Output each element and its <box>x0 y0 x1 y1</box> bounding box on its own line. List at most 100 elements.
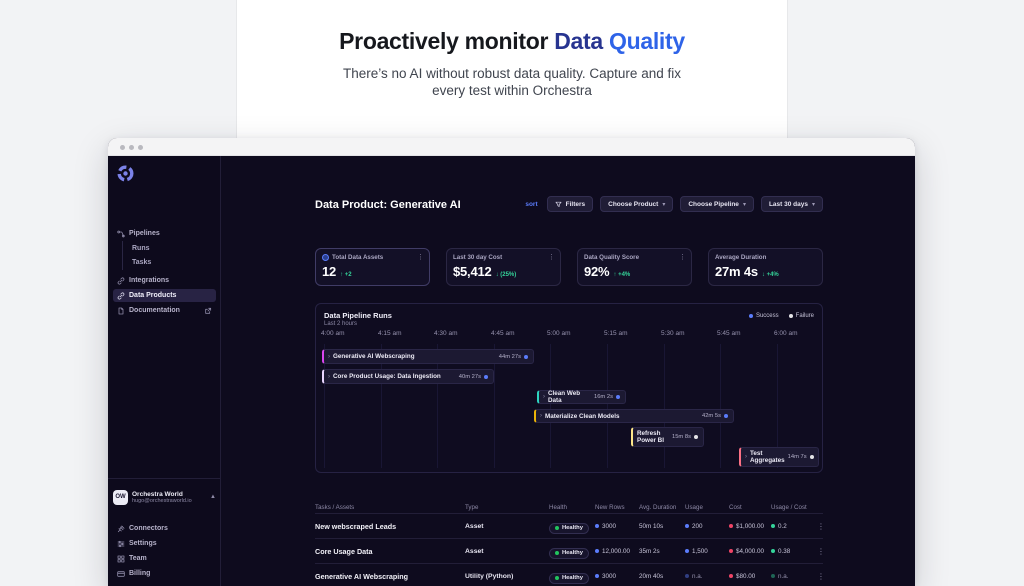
chart-title: Data Pipeline Runs <box>324 311 392 320</box>
grid-icon <box>117 555 125 562</box>
window-control-dot[interactable] <box>120 145 125 150</box>
status-dot-icon <box>809 455 814 459</box>
healthy-dot-icon <box>555 526 559 530</box>
kpi-delta: ↑ +2 <box>340 272 352 278</box>
sidebar-item-label: Data Products <box>129 292 177 299</box>
kebab-icon[interactable]: ⋮ <box>817 546 825 556</box>
kebab-icon[interactable]: ⋮ <box>417 254 424 261</box>
table-row[interactable]: Core Usage Data Asset Healthy 12,000.00 … <box>315 538 825 563</box>
kpi-value: 92% <box>584 264 610 279</box>
kpi-value: 27m 4s <box>715 264 758 279</box>
choose-product-dropdown[interactable]: Choose Product ▾ <box>600 196 674 212</box>
sidebar-item-integrations[interactable]: Integrations <box>113 274 216 287</box>
sidebar-item-pipelines[interactable]: Pipelines <box>113 227 216 240</box>
metric-dot-icon <box>595 549 599 553</box>
sidebar-item-settings[interactable]: Settings <box>113 537 216 550</box>
choose-pipeline-dropdown[interactable]: Choose Pipeline ▾ <box>680 196 754 212</box>
x-tick: 5:00 am <box>547 330 571 337</box>
sidebar-item-runs[interactable]: Runs <box>132 244 150 252</box>
sort-link[interactable]: sort <box>525 200 538 208</box>
page-subtitle: There’s no AI without robust data qualit… <box>343 66 681 98</box>
hero-section: Proactively monitor Data Quality There’s… <box>0 28 1024 99</box>
x-tick: 4:15 am <box>378 330 402 337</box>
kpi-delta: ↑ +4% <box>613 272 631 278</box>
metric-dot-icon <box>685 524 689 528</box>
sidebar-item-team[interactable]: Team <box>113 552 216 565</box>
sidebar-item-label: Team <box>129 555 147 562</box>
metric-dot-icon <box>595 524 599 528</box>
legend-success: Success <box>748 313 779 319</box>
gantt-bar-test-aggregates[interactable]: › Test Aggregates 14m 7s <box>739 447 819 467</box>
sidebar-item-billing[interactable]: Billing <box>113 567 216 580</box>
healthy-dot-icon <box>555 551 559 555</box>
filter-icon <box>555 201 562 207</box>
chevron-right-icon: › <box>745 454 747 460</box>
title-accent-quality: Quality <box>609 28 685 54</box>
health-badge: Healthy <box>549 522 589 534</box>
table-header: Tasks / Assets Type Health New Rows Avg.… <box>315 503 807 511</box>
sidebar-item-data-products[interactable]: Data Products <box>113 289 216 302</box>
chart-legend: Success Failure <box>748 313 814 319</box>
health-badge: Healthy <box>549 547 589 559</box>
x-tick: 4:45 am <box>491 330 515 337</box>
metric-dot-icon <box>729 574 733 578</box>
legend-failure: Failure <box>788 313 814 319</box>
x-tick: 5:30 am <box>661 330 685 337</box>
gridline <box>381 344 382 468</box>
kebab-icon[interactable]: ⋮ <box>817 571 825 581</box>
sidebar-item-documentation[interactable]: Documentation <box>113 304 216 317</box>
kebab-icon[interactable]: ⋮ <box>817 521 825 531</box>
gridline <box>777 344 778 468</box>
sliders-icon <box>117 540 125 547</box>
page-heading: Data Product: Generative AI <box>315 199 461 211</box>
filters-button[interactable]: Filters <box>546 196 594 212</box>
table-row[interactable]: New webscraped Leads Asset Healthy 3000 … <box>315 513 825 538</box>
status-dot-icon <box>524 354 528 359</box>
branch-icon <box>117 230 125 237</box>
page-title: Proactively monitor Data Quality <box>0 28 1024 55</box>
gantt-bar-core-product-usage[interactable]: › Core Product Usage: Data Ingestion 40m… <box>322 369 494 384</box>
metric-dot-icon <box>771 549 775 553</box>
sidebar-item-label: Integrations <box>129 277 170 284</box>
link-icon <box>117 276 125 285</box>
sidebar-item-connectors[interactable]: Connectors <box>113 522 216 535</box>
gridline <box>720 344 721 468</box>
gridline <box>437 344 438 468</box>
kebab-icon[interactable]: ⋮ <box>679 254 686 261</box>
healthy-dot-icon <box>555 576 559 580</box>
gantt-bar-generative-ai-webscraping[interactable]: › Generative AI Webscraping 44m 27s <box>322 349 534 364</box>
app-window: Pipelines Runs Tasks Integrations Data P… <box>108 138 915 586</box>
workspace-name: Orchestra World <box>132 490 183 498</box>
success-dot-icon <box>748 314 753 318</box>
table-row[interactable]: Generative AI Webscraping Utility (Pytho… <box>315 563 825 586</box>
window-control-dot[interactable] <box>138 145 143 150</box>
chevron-up-icon: ▲ <box>210 494 216 500</box>
health-badge: Healthy <box>549 572 589 584</box>
kpi-card-data-quality-score[interactable]: Data Quality Score ⋮ 92% ↑ +4% <box>577 248 692 286</box>
kpi-card-average-duration[interactable]: Average Duration 27m 4s ↓ +4% <box>708 248 823 286</box>
chevron-down-icon: ▾ <box>742 201 746 208</box>
sidebar-item-label: Documentation <box>129 307 180 314</box>
gantt-bar-clean-web-data[interactable]: › Clean Web Data 16m 2s <box>537 390 626 404</box>
kpi-card-total-data-assets[interactable]: Total Data Assets ⋮ 12 ↑ +2 <box>315 248 430 286</box>
chevron-down-icon: ▾ <box>811 201 815 208</box>
topbar-controls: sort Filters Choose Product ▾ Choose Pip… <box>525 196 823 212</box>
kebab-icon[interactable]: ⋮ <box>548 254 555 261</box>
gantt-bar-refresh-power-bi[interactable]: Refresh Power BI 15m 8s <box>631 427 704 447</box>
date-range-dropdown[interactable]: Last 30 days ▾ <box>760 196 823 212</box>
window-control-dot[interactable] <box>129 145 134 150</box>
x-tick: 5:15 am <box>604 330 628 337</box>
metric-dot-icon <box>685 549 689 553</box>
kpi-card-last-30-day-cost[interactable]: Last 30 day Cost ⋮ $5,412 ↓ (25%) <box>446 248 561 286</box>
kpi-delta: ↓ (25%) <box>495 272 517 278</box>
orchestra-logo-icon[interactable] <box>117 165 134 182</box>
workspace-selector[interactable]: OW Orchestra World hugo@orchestraworld.i… <box>113 487 216 507</box>
sidebar-item-tasks[interactable]: Tasks <box>132 258 152 266</box>
status-dot-icon <box>694 435 698 439</box>
avatar: OW <box>113 489 128 505</box>
gantt-bar-materialize-clean-models[interactable]: › Materialize Clean Models 42m 5s <box>534 409 734 423</box>
assets-table: Tasks / Assets Type Health New Rows Avg.… <box>315 501 825 586</box>
sidebar-item-label: Connectors <box>129 525 168 532</box>
x-tick: 4:00 am <box>321 330 345 337</box>
